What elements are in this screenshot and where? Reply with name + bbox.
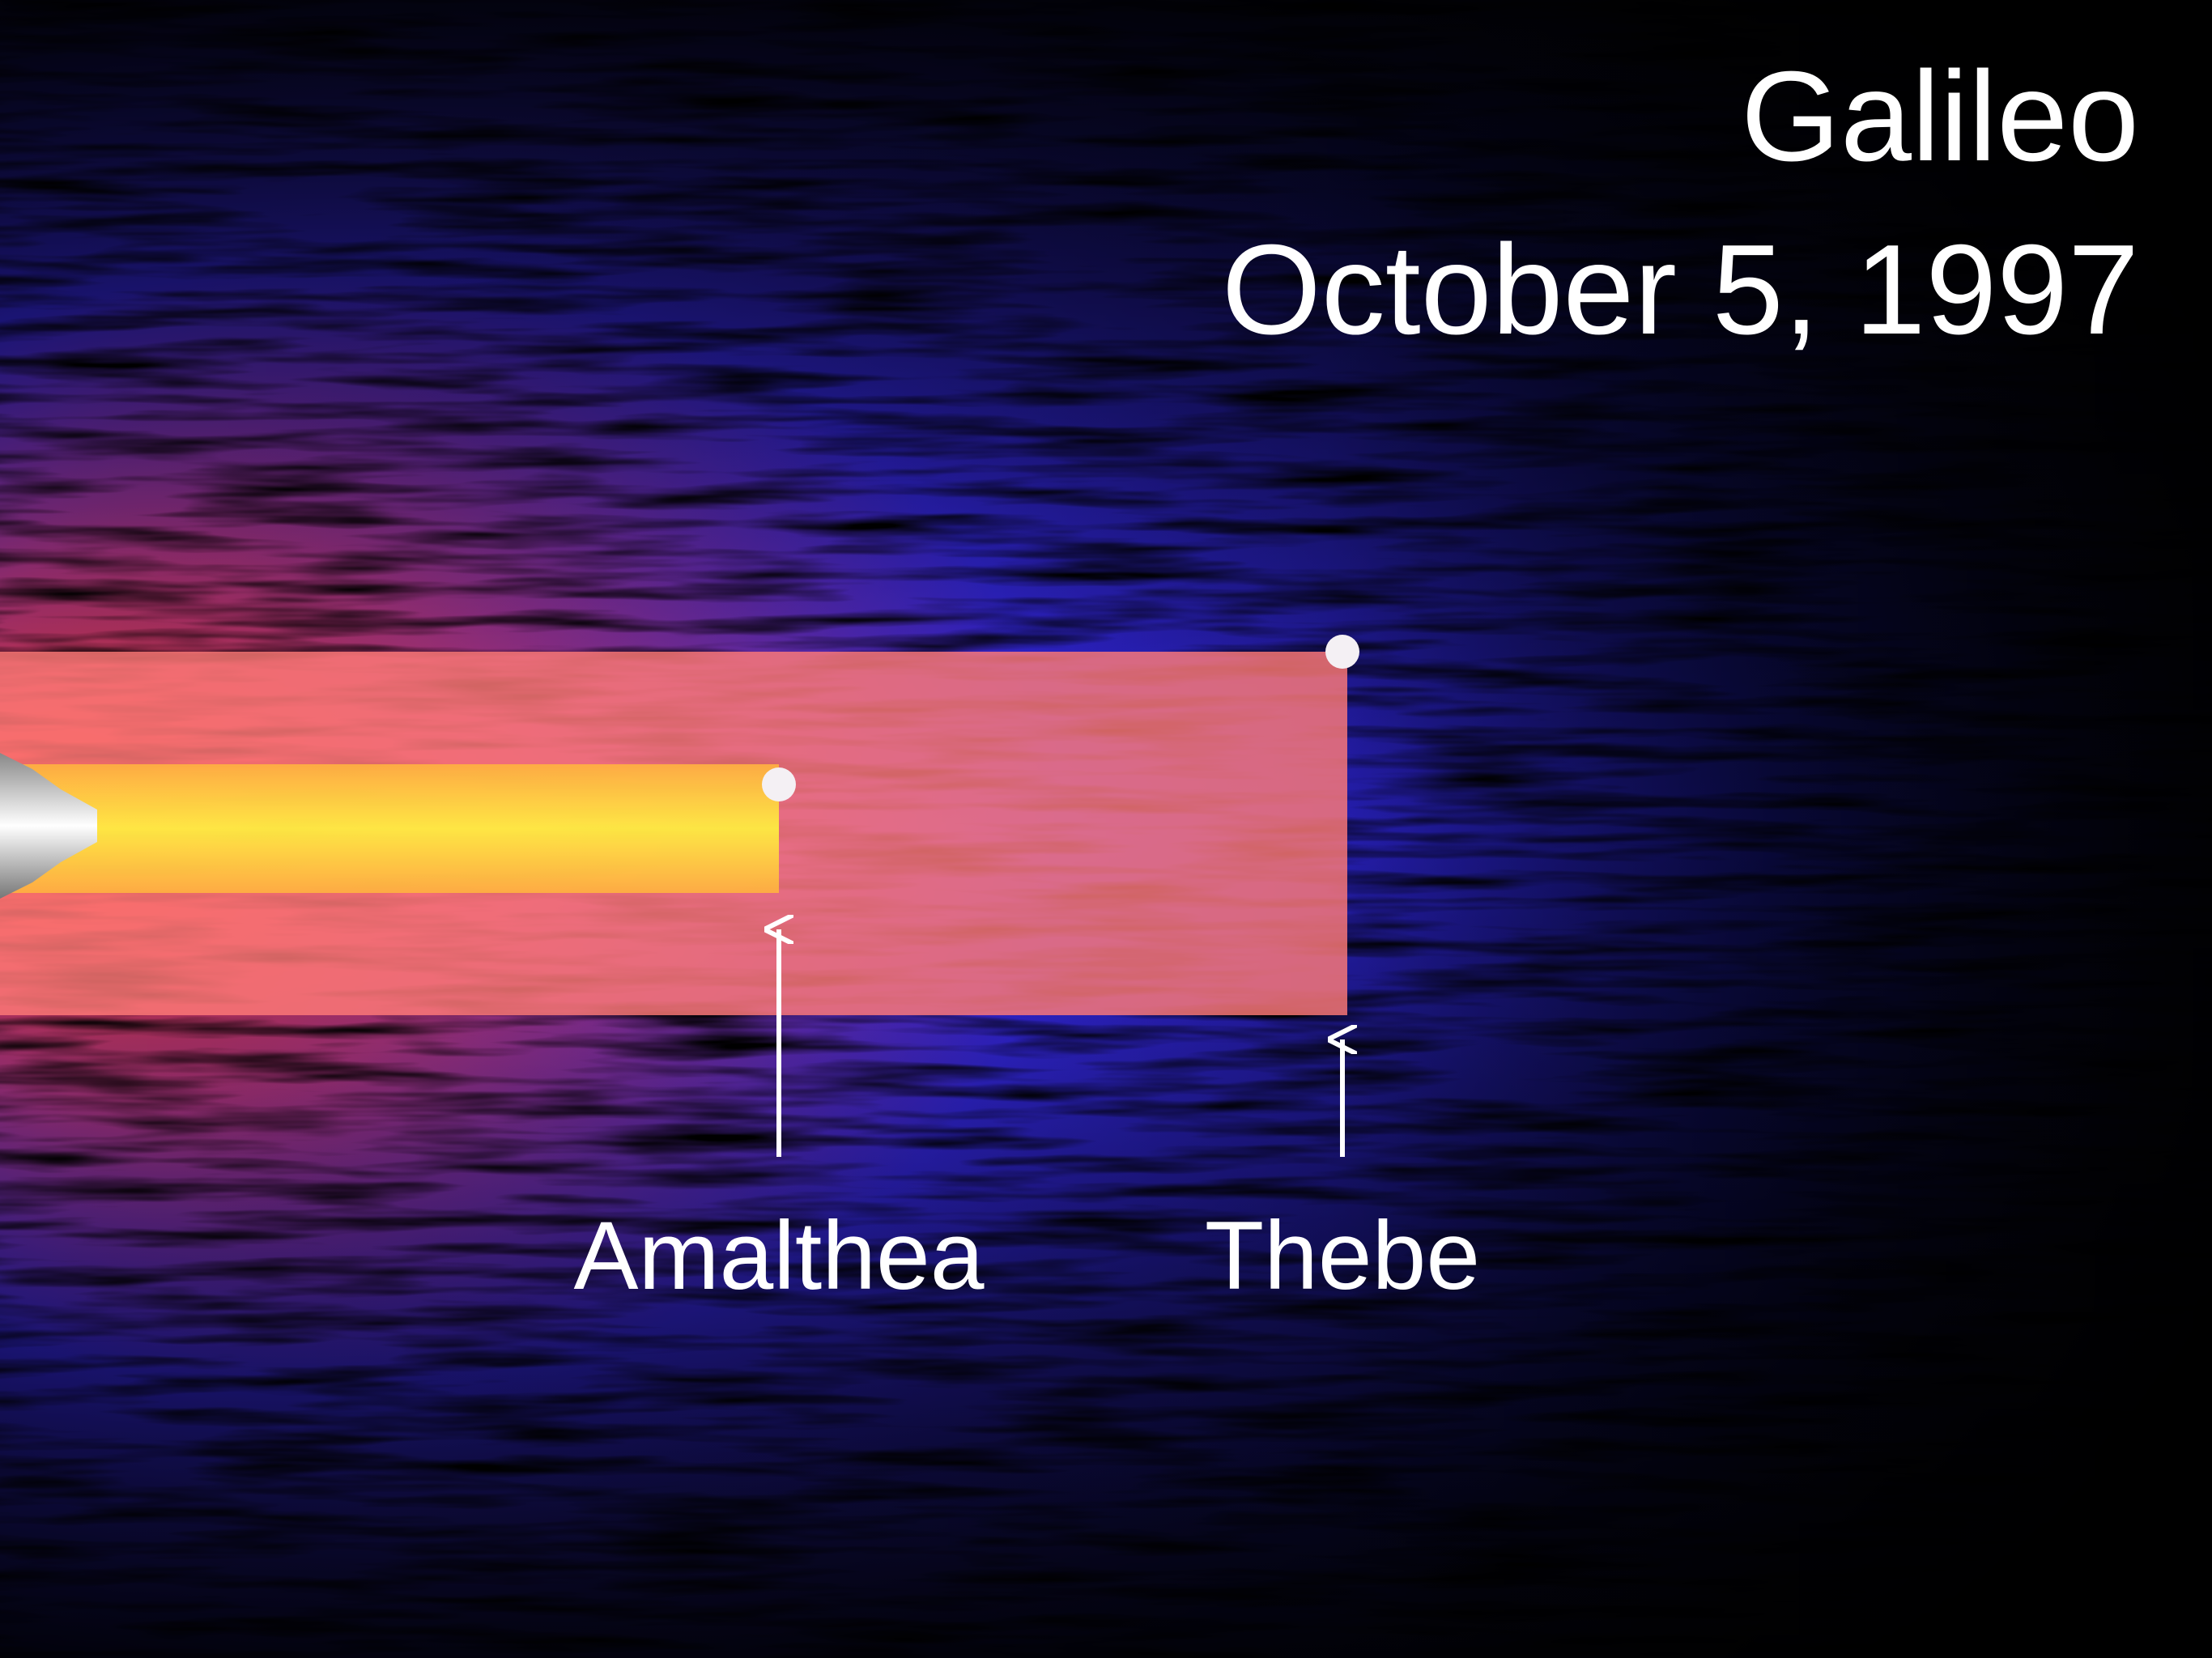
thebe-dot [1325, 635, 1359, 669]
amalthea-label: Amalthea [574, 1201, 985, 1310]
thebe-label: Thebe [1205, 1201, 1480, 1310]
title: Galileo [1741, 45, 2139, 188]
amalthea-dot [762, 767, 796, 801]
ring-image: Galileo October 5, 1997 Amalthea Thebe [0, 0, 2212, 1658]
amalthea-ring-band [0, 764, 779, 893]
date: October 5, 1997 [1222, 219, 2139, 361]
